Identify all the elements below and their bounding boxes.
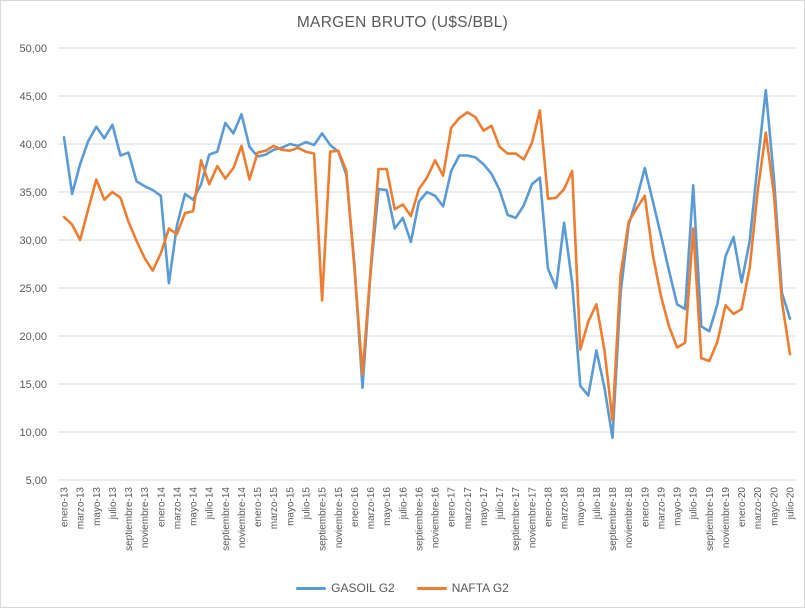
x-tick-label: marzo-15 — [269, 487, 280, 530]
y-tick-label: 35,00 — [19, 187, 47, 199]
x-tick-label: enero-16 — [350, 487, 361, 527]
x-tick-label: mayo-17 — [479, 487, 490, 526]
y-tick-label: 45,00 — [19, 91, 47, 103]
gridlines — [58, 47, 796, 481]
x-tick-label: julio-13 — [108, 487, 119, 521]
y-tick-label: 40,00 — [19, 139, 47, 151]
x-tick-label: enero-18 — [544, 487, 555, 527]
x-tick-label: enero-17 — [447, 487, 458, 527]
x-tick-label: mayo-16 — [382, 487, 393, 526]
x-tick-label: julio-14 — [205, 487, 216, 521]
x-tick-label: julio-20 — [786, 487, 797, 521]
x-tick-label: noviembre-15 — [334, 487, 345, 549]
y-tick-label: 15,00 — [19, 379, 47, 391]
series-lines — [62, 88, 792, 440]
legend-label-nafta: NAFTA G2 — [451, 581, 509, 595]
x-tick-label: noviembre-18 — [624, 487, 635, 549]
x-tick-label: marzo-19 — [656, 487, 667, 530]
x-tick-label: mayo-20 — [769, 487, 780, 526]
x-tick-label: mayo-13 — [92, 487, 103, 526]
x-tick-label: enero-14 — [156, 487, 167, 527]
x-tick-label: mayo-19 — [673, 487, 684, 526]
y-tick-label: 10,00 — [19, 427, 47, 439]
x-tick-label: septiembre-14 — [221, 487, 232, 551]
x-tick-label: enero-20 — [737, 487, 748, 527]
x-tick-label: marzo-17 — [463, 487, 474, 530]
y-tick-label: 30,00 — [19, 235, 47, 247]
x-tick-label: noviembre-16 — [431, 487, 442, 549]
y-tick-label: 20,00 — [19, 331, 47, 343]
x-tick-label: noviembre-13 — [140, 487, 151, 549]
nafta-line-swatch — [416, 586, 447, 590]
x-tick-label: septiembre-13 — [124, 487, 135, 551]
x-tick-label: septiembre-19 — [705, 487, 716, 551]
x-tick-label: enero-19 — [640, 487, 651, 527]
gasoil-series-line — [62, 88, 792, 440]
x-tick-label: marzo-18 — [560, 487, 571, 530]
legend-item-gasoil: GASOIL G2 — [296, 581, 395, 595]
nafta-series-line — [62, 109, 792, 422]
x-tick-label: noviembre-14 — [237, 487, 248, 549]
x-tick-label: mayo-14 — [189, 487, 200, 526]
x-tick-label: julio-17 — [495, 487, 506, 521]
y-axis-tick-labels: 50,00 45,00 40,00 35,00 30,00 25,00 20,00 15,00… — [19, 43, 47, 487]
x-tick-label: marzo-16 — [366, 487, 377, 530]
x-tick-label: marzo-14 — [172, 487, 183, 530]
x-tick-label: marzo-13 — [76, 487, 87, 530]
y-tick-label: 50,00 — [19, 43, 47, 55]
x-tick-label: septiembre-16 — [414, 487, 425, 551]
x-tick-label: julio-19 — [689, 487, 700, 521]
x-tick-label: julio-18 — [592, 487, 603, 521]
x-axis-tick-labels: enero-13 marzo-13 mayo-13 julio-13 septiembr… — [60, 487, 797, 551]
x-tick-label: mayo-18 — [576, 487, 587, 526]
legend-label-gasoil: GASOIL G2 — [331, 581, 395, 595]
x-tick-label: enero-15 — [253, 487, 264, 527]
x-tick-label: marzo-20 — [753, 487, 764, 530]
x-tick-label: septiembre-17 — [511, 487, 522, 551]
x-tick-label: julio-15 — [302, 487, 313, 521]
x-tick-label: septiembre-18 — [608, 487, 619, 551]
x-tick-label: mayo-15 — [285, 487, 296, 526]
x-tick-label: enero-13 — [60, 487, 71, 527]
y-tick-label: 25,00 — [19, 283, 47, 295]
plot-area: 50,00 45,00 40,00 35,00 30,00 25,00 20,00 15,00… — [19, 43, 797, 551]
legend: GASOIL G2 NAFTA G2 — [1, 581, 804, 595]
x-tick-label: noviembre-19 — [721, 487, 732, 549]
chart-title: MARGEN BRUTO (U$S/BBL) — [296, 14, 509, 31]
legend-item-nafta: NAFTA G2 — [416, 581, 509, 595]
gasoil-line-swatch — [296, 586, 327, 590]
x-tick-label: julio-16 — [398, 487, 409, 521]
x-tick-label: septiembre-15 — [318, 487, 329, 551]
x-tick-label: noviembre-17 — [527, 487, 538, 549]
y-tick-label: 5,00 — [26, 475, 47, 487]
